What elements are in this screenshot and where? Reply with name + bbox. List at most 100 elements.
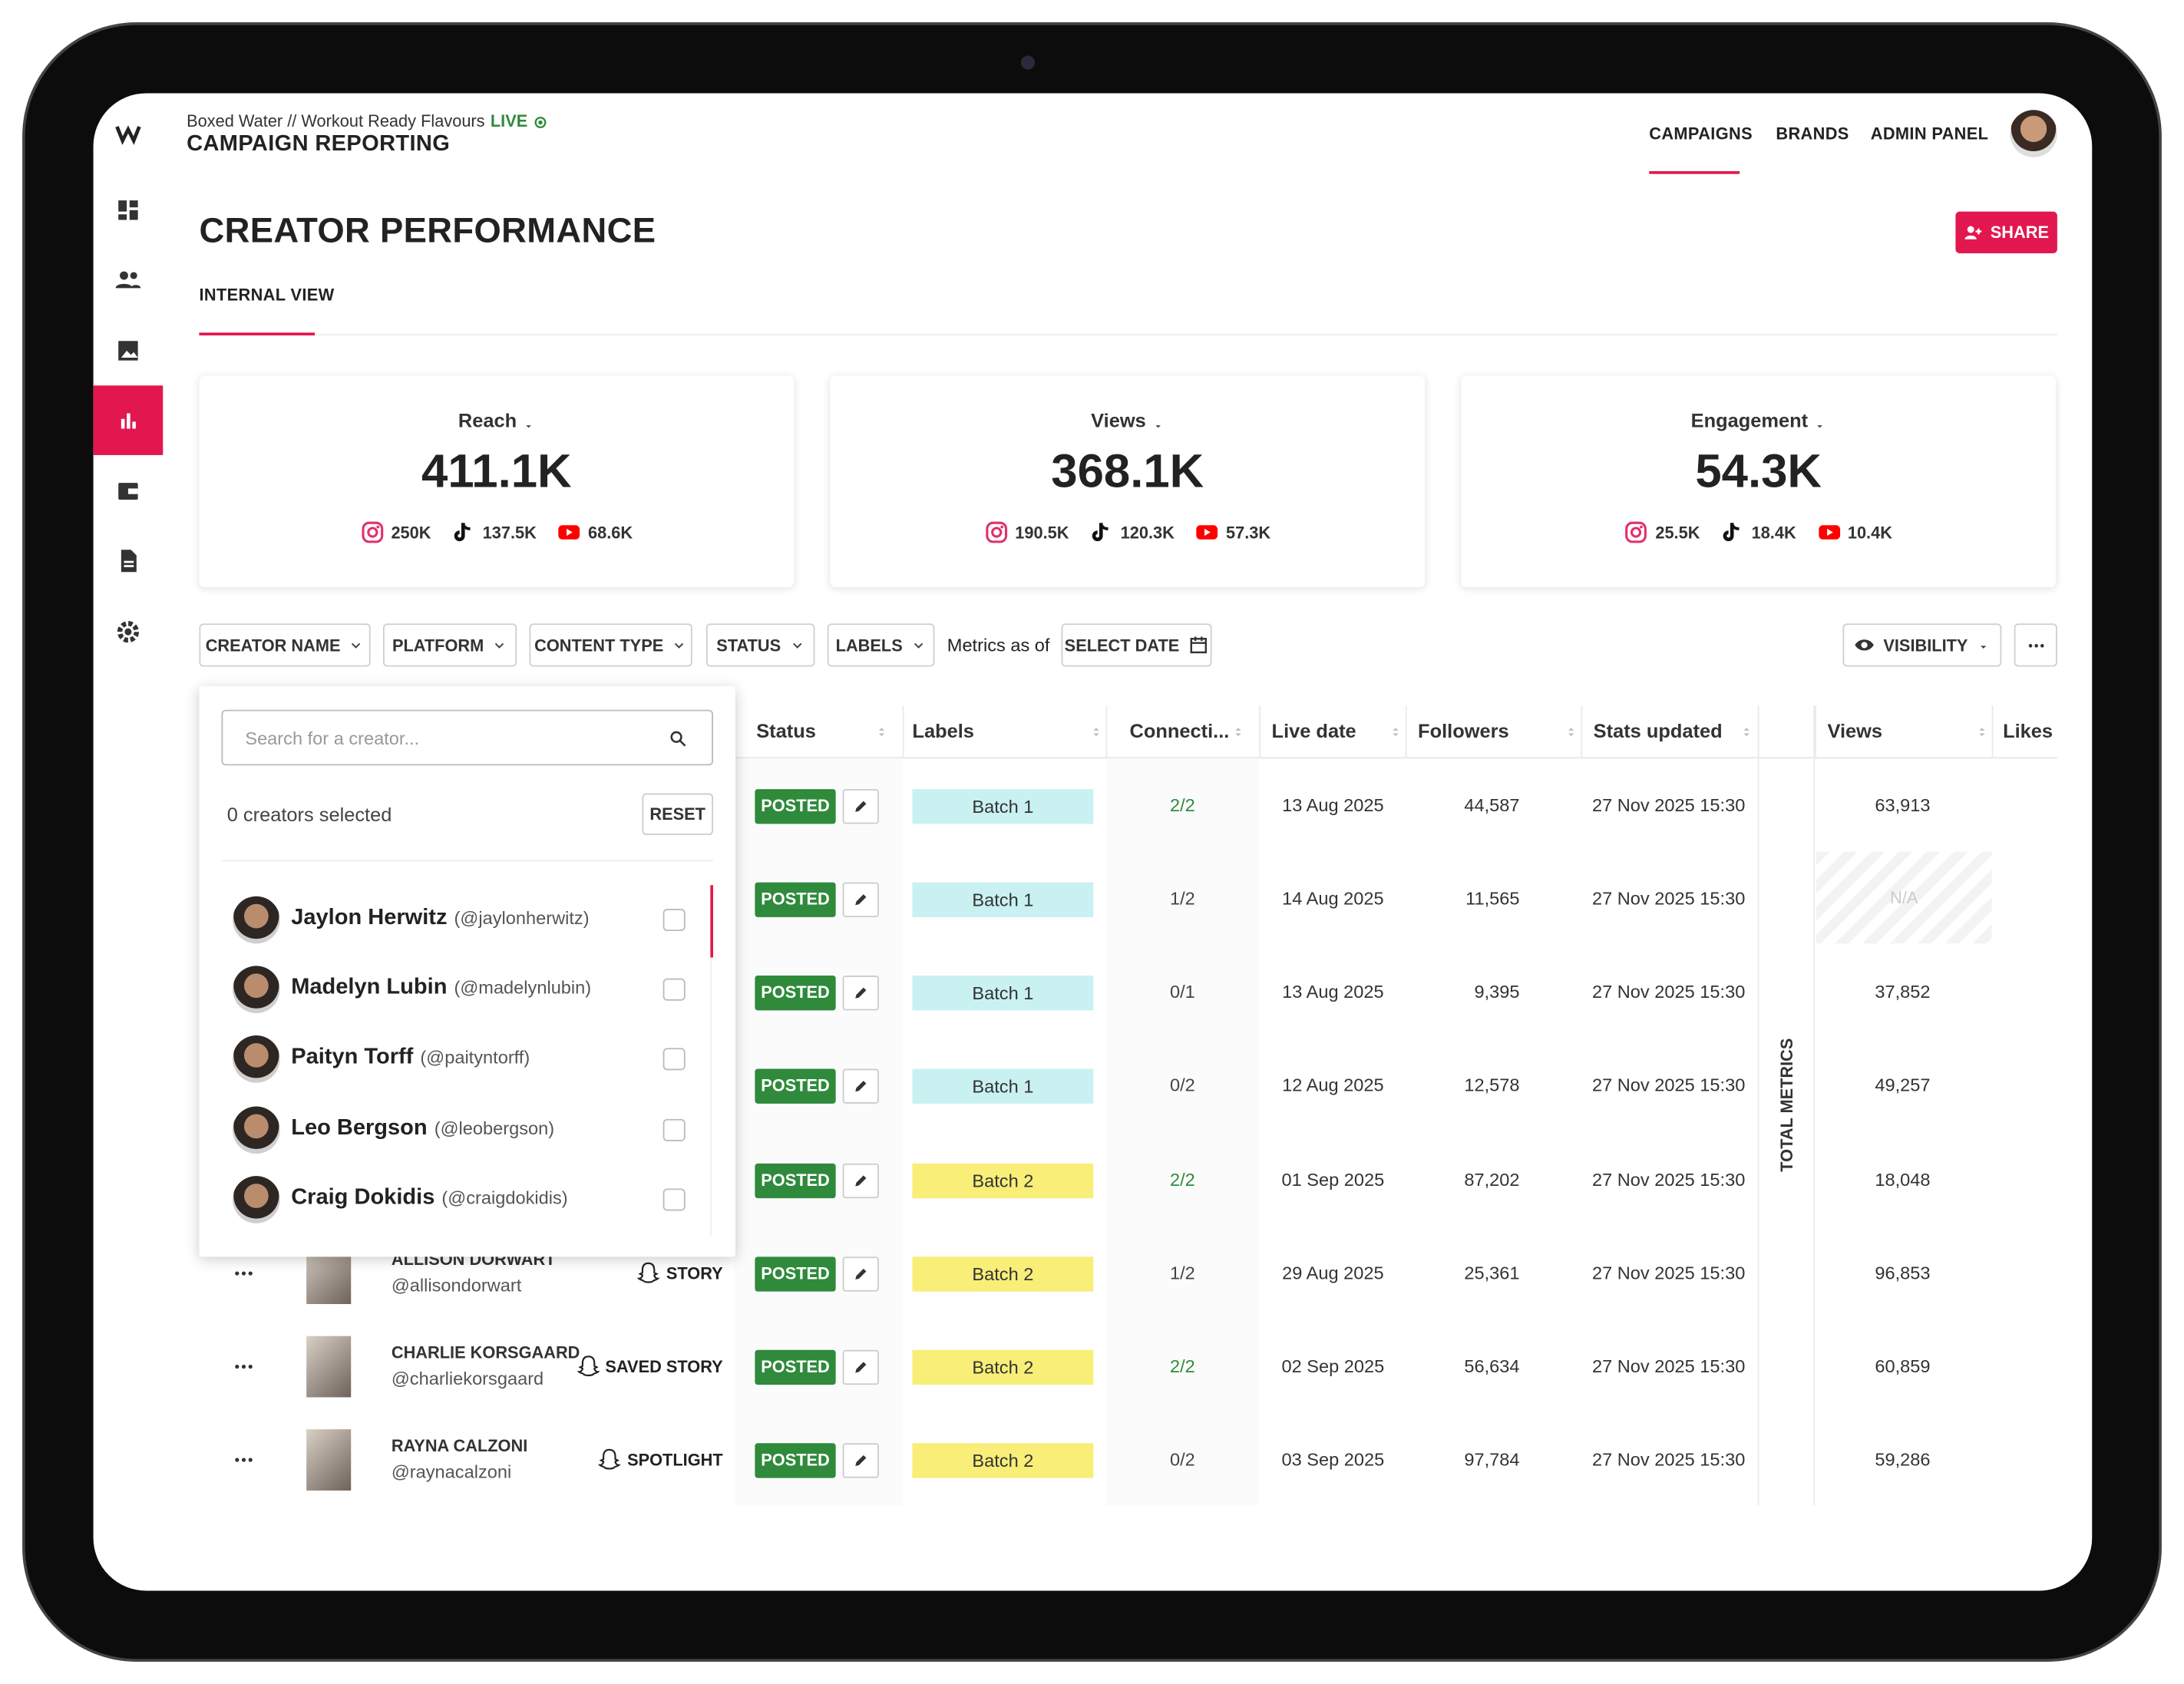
edit-button-svg [855, 1081, 867, 1092]
status-badge[interactable]: POSTED [755, 789, 836, 824]
metric-label[interactable]: Reach [458, 409, 517, 432]
status-badge[interactable]: POSTED [755, 1443, 836, 1478]
live-date: 12 Aug 2025 [1282, 1074, 1384, 1095]
status-badge[interactable]: POSTED [755, 1256, 836, 1292]
creator-option[interactable]: Paityn Torff (@paityntorff) [291, 1045, 530, 1071]
instagram-icon-svg [985, 521, 1007, 543]
filter-button[interactable]: PLATFORM [382, 623, 517, 667]
filter-button[interactable]: CREATOR NAME [199, 623, 371, 667]
column-header[interactable]: Views [1827, 719, 1883, 742]
filter-caret-svg [914, 642, 923, 649]
youtube-value: 10.4K [1847, 522, 1892, 543]
filter-caret-svg [675, 642, 684, 649]
column-header[interactable]: Followers [1418, 719, 1509, 742]
column-header[interactable]: Connecti... [1129, 719, 1230, 742]
filter-button[interactable]: LABELS [827, 623, 935, 667]
edit-button[interactable] [842, 1163, 879, 1199]
share-button[interactable]: SHARE [1955, 211, 2057, 254]
nav-link[interactable]: ADMIN PANEL [1870, 124, 1989, 144]
creator-checkbox[interactable] [662, 909, 686, 932]
tab-underline [199, 332, 316, 335]
stats-updated: 27 Nov 2025 15:30 [1591, 887, 1746, 910]
creator-checkbox[interactable] [662, 978, 686, 1001]
reset-button[interactable]: RESET [642, 793, 713, 835]
camera [1020, 55, 1036, 70]
tab-divider [199, 334, 2057, 335]
column-header[interactable]: Status [756, 719, 816, 742]
column-header[interactable]: Live date [1271, 719, 1356, 742]
column-divider [1259, 705, 1261, 759]
scrollbar [710, 885, 713, 958]
nav-link[interactable]: BRANDS [1776, 124, 1849, 144]
views: 96,853 [1875, 1262, 1931, 1283]
search-icon [669, 729, 688, 748]
status-badge[interactable]: POSTED [755, 882, 836, 917]
filter-button[interactable]: CONTENT TYPE [529, 623, 692, 667]
creator-option[interactable]: Jaylon Herwitz (@jaylonherwitz) [291, 906, 589, 931]
creator-option-name: Craig Dokidis [291, 1185, 435, 1210]
tiktok-icon-svg [1723, 523, 1740, 542]
select-date[interactable]: SELECT DATE [1061, 623, 1212, 667]
breadcrumb-text: Boxed Water // Workout Ready Flavours [187, 111, 485, 131]
creator-checkbox[interactable] [662, 1048, 686, 1071]
creator-option[interactable]: Craig Dokidis (@craigdokidis) [291, 1186, 567, 1211]
status-badge[interactable]: POSTED [755, 976, 836, 1011]
creator-option-name: Madelyn Lubin [291, 976, 448, 999]
creator-option[interactable]: Leo Bergson (@leobergson) [291, 1116, 554, 1141]
platform-row: 190.5K 120.3K 57.3K [830, 520, 1425, 544]
search-box[interactable]: Search for a creator... [221, 709, 713, 766]
sidebar-icon-svg [121, 413, 136, 429]
creator-avatar [233, 966, 280, 1014]
visibility-button[interactable]: VISIBILITY [1842, 623, 2002, 667]
filter-caret-svg [792, 642, 801, 649]
sidebar-icon [114, 547, 142, 575]
column-header[interactable]: Labels [912, 719, 974, 742]
label-chip: Batch 2 [912, 1349, 1094, 1385]
tiktok-icon [1090, 520, 1114, 544]
column-header[interactable]: Stats updated [1593, 719, 1723, 742]
filter-caret [672, 637, 687, 652]
edit-button[interactable] [842, 882, 879, 917]
live-date: 29 Aug 2025 [1282, 1262, 1384, 1283]
status-badge[interactable]: POSTED [755, 1349, 836, 1385]
creator-option-handle: (@madelynlubin) [454, 976, 592, 999]
edit-button[interactable] [842, 976, 879, 1011]
metric-label[interactable]: Engagement [1690, 409, 1809, 432]
more-button[interactable] [2014, 623, 2057, 667]
edit-button[interactable] [842, 1443, 879, 1478]
creator-avatar [233, 1176, 280, 1223]
filter-button[interactable]: STATUS [705, 623, 815, 667]
creator-checkbox[interactable] [662, 1188, 686, 1211]
creator-option[interactable]: Madelyn Lubin (@madelynlubin) [291, 976, 591, 1001]
live-date: 14 Aug 2025 [1282, 887, 1384, 910]
views: 18,048 [1875, 1169, 1931, 1190]
creator-checkbox[interactable] [662, 1118, 686, 1141]
instagram-icon [1624, 520, 1648, 544]
page-title: CREATOR PERFORMANCE [199, 211, 656, 251]
row-menu [233, 1263, 255, 1285]
tab[interactable]: INTERNAL VIEW [199, 285, 335, 305]
views-na: N/A [1816, 851, 1992, 944]
snapchat-icon-svg [576, 1355, 600, 1377]
label-chip: Batch 2 [912, 1256, 1094, 1292]
tiktok-icon-svg [1092, 523, 1109, 542]
followers: 9,395 [1474, 981, 1520, 1002]
metric-label[interactable]: Views [1091, 409, 1146, 432]
stats-updated: 27 Nov 2025 15:30 [1591, 1074, 1746, 1095]
edit-button[interactable] [842, 1349, 879, 1385]
edit-button[interactable] [842, 1068, 879, 1104]
metric-card: Engagement 54.3K 25.5K 18.4K 10.4K [1461, 375, 2057, 588]
nav-link[interactable]: CAMPAIGNS [1649, 124, 1753, 144]
column-divider [1815, 705, 1816, 759]
status-badge[interactable]: POSTED [755, 1068, 836, 1104]
column-header[interactable]: Likes [2003, 719, 2053, 742]
youtube-value: 68.6K [587, 522, 633, 543]
more-icon [2026, 636, 2045, 655]
label-chip: Batch 1 [912, 976, 1094, 1011]
search-icon-svg [670, 731, 686, 747]
sidebar-icon-svg [118, 200, 138, 220]
instagram-value: 25.5K [1655, 522, 1700, 543]
edit-button[interactable] [842, 1256, 879, 1292]
status-badge[interactable]: POSTED [755, 1163, 836, 1199]
edit-button[interactable] [842, 789, 879, 824]
